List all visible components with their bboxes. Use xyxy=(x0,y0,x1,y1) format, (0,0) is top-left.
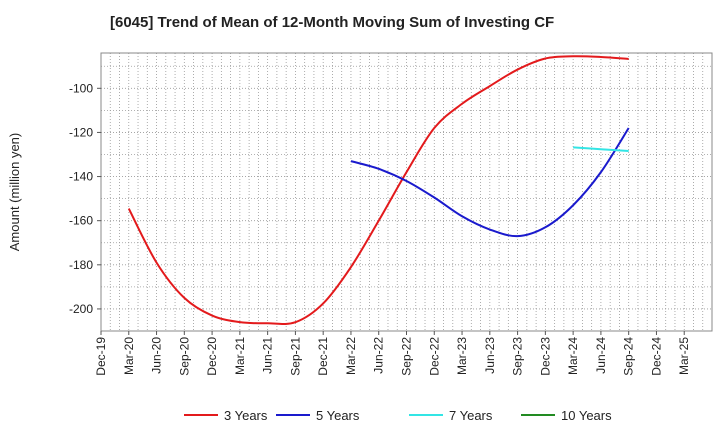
series-layer xyxy=(127,55,630,325)
x-tick-label: Dec-21 xyxy=(316,337,330,376)
x-tick-label: Dec-19 xyxy=(94,337,108,376)
y-tick-label: -160 xyxy=(69,214,93,228)
legend-label-3-years: 3 Years xyxy=(224,408,268,423)
x-tick-label: Sep-20 xyxy=(177,337,191,376)
x-tick-label: Jun-24 xyxy=(594,337,608,374)
legend-label-10-years: 10 Years xyxy=(561,408,612,423)
x-tick-label: Jun-23 xyxy=(483,337,497,374)
x-tick-label: Mar-22 xyxy=(344,337,358,375)
series-line-5-years xyxy=(350,127,630,238)
series-line-3-years xyxy=(127,55,629,325)
x-tick-label: Sep-24 xyxy=(622,337,636,376)
x-tick-label: Sep-21 xyxy=(288,337,302,376)
y-axis-title: Amount (million yen) xyxy=(7,133,22,252)
x-tick-label: Jun-20 xyxy=(150,337,164,374)
x-tick-label: Dec-22 xyxy=(427,337,441,376)
x-tick-label: Dec-24 xyxy=(649,337,663,376)
x-tick-label: Dec-23 xyxy=(538,337,552,376)
legend-label-7-years: 7 Years xyxy=(449,408,493,423)
y-tick-label: -120 xyxy=(69,125,93,139)
x-axis: Dec-19 Mar-20 Jun-20 Sep-20 Dec-20 Mar-21 Jun-… xyxy=(94,331,691,376)
x-tick-label: Mar-21 xyxy=(233,337,247,375)
y-tick-label: -200 xyxy=(69,302,93,316)
x-tick-label: Sep-22 xyxy=(400,337,414,376)
y-axis: -100 -120 -140 -160 -180 -200 xyxy=(69,81,101,316)
x-tick-label: Jun-21 xyxy=(261,337,275,374)
x-tick-label: Mar-23 xyxy=(455,337,469,375)
x-tick-label: Mar-20 xyxy=(122,337,136,375)
x-tick-label: Mar-24 xyxy=(566,337,580,375)
y-tick-label: -100 xyxy=(69,81,93,95)
x-tick-label: Jun-22 xyxy=(372,337,386,374)
series-line-7-years xyxy=(573,146,629,152)
legend-label-5-years: 5 Years xyxy=(316,408,360,423)
y-tick-label: -180 xyxy=(69,258,93,272)
x-tick-label: Mar-25 xyxy=(677,337,691,375)
chart-title: [6045] Trend of Mean of 12-Month Moving … xyxy=(110,14,555,31)
y-tick-label: -140 xyxy=(69,170,93,184)
x-tick-label: Dec-20 xyxy=(205,337,219,376)
legend: 3 Years 5 Years 7 Years 10 Years xyxy=(184,408,612,423)
x-tick-label: Sep-23 xyxy=(511,337,525,376)
